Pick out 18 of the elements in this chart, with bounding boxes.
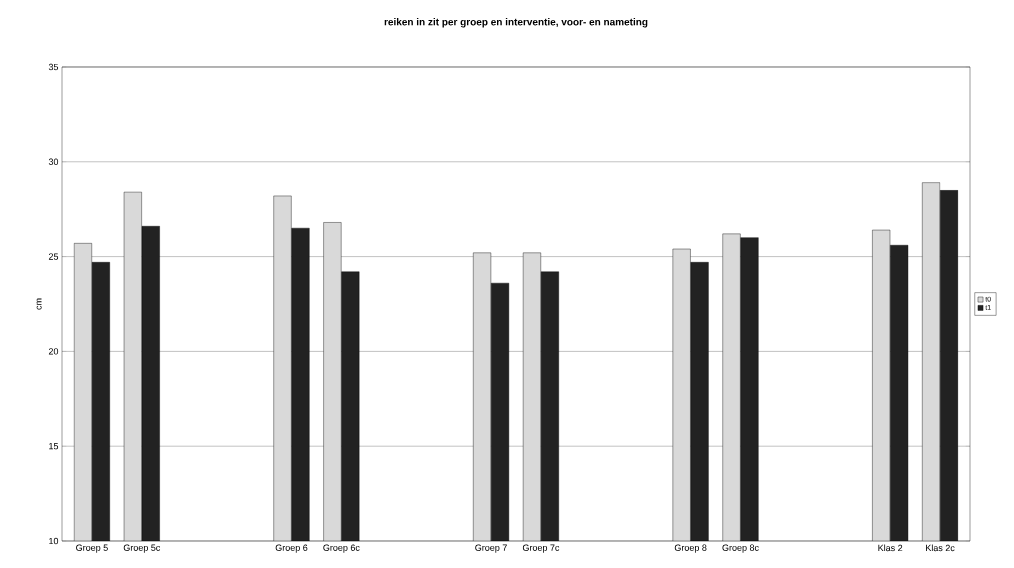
y-tick-label: 25 <box>48 253 59 260</box>
x-tick-label: Klas 2 <box>878 544 903 552</box>
x-tick-label: Groep 7c <box>522 544 560 553</box>
y-tick-label: 20 <box>48 348 59 355</box>
chart-title: reiken in zit per groep en interventie, voor- en nameting <box>384 18 648 28</box>
x-tick-label: Klas 2c <box>926 544 955 552</box>
y-tick-label: 10 <box>49 537 59 545</box>
x-tick-label: Groep 5c <box>123 544 161 553</box>
y-axis-title: cm <box>36 298 42 310</box>
y-tick-label: 15 <box>49 443 59 450</box>
x-tick-label: Groep 6 <box>275 544 308 553</box>
x-tick-label: Groep 8c <box>722 544 759 553</box>
x-tick-label: Groep 7 <box>475 544 507 553</box>
x-tick-label: Groep 6c <box>323 544 360 553</box>
x-tick-label: Groep 5 <box>76 544 108 553</box>
y-tick-label: 35 <box>48 63 59 71</box>
y-tick-label: 30 <box>48 158 59 165</box>
x-tick-label: Groep 8 <box>674 544 707 553</box>
